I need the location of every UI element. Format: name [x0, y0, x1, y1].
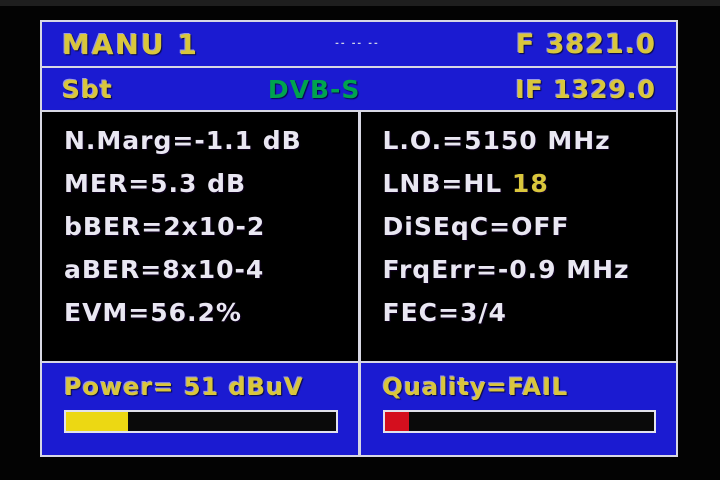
measurement-highlight: 18	[511, 169, 549, 198]
measurement-mer: MER=5.3 dB	[64, 169, 358, 212]
measurements-section: N.Marg=-1.1 dB MER=5.3 dB bBER=2x10-2 aB…	[42, 112, 676, 361]
measurement-text: EVM=56.2%	[64, 298, 242, 327]
measurement-aber: aBER=8x10-4	[64, 255, 358, 298]
power-section: Power= 51 dBuV	[42, 363, 358, 455]
measurement-lo: L.O.=5150 MHz	[383, 126, 677, 169]
quality-bar-fill	[384, 412, 409, 431]
power-bar-fill	[66, 412, 128, 431]
measurement-text: LNB=HL	[382, 169, 512, 198]
header-row: MANU 1 -- -- -- F 3821.0	[42, 22, 676, 66]
measurement-text: aBER=8x10-4	[64, 255, 265, 284]
video-scanline-artifact	[0, 0, 720, 6]
measurement-nmarg: N.Marg=-1.1 dB	[64, 126, 358, 169]
power-bar	[64, 410, 338, 433]
measurement-diseqc: DiSEqC=OFF	[383, 212, 677, 255]
if-frequency-value: IF 1329.0	[515, 74, 656, 104]
divider	[42, 110, 676, 112]
measurement-bber: bBER=2x10-2	[64, 212, 358, 255]
measurement-text: MER=5.3 dB	[64, 169, 247, 198]
measurement-text: DiSEqC=OFF	[382, 212, 570, 241]
measurement-text: FEC=3/4	[382, 298, 507, 327]
measurements-right-column: L.O.=5150 MHz LNB=HL 18 DiSEqC=OFF FrqEr…	[361, 112, 677, 361]
measurement-lnb: LNB=HL 18	[383, 169, 677, 212]
power-label: Power= 51 dBuV	[64, 373, 304, 401]
bars-section: Power= 51 dBuV Quality=FAIL	[42, 363, 676, 455]
measurements-left-column: N.Marg=-1.1 dB MER=5.3 dB bBER=2x10-2 aB…	[42, 112, 358, 361]
measurement-text: FrqErr=-0.9 MHz	[382, 255, 630, 284]
measurement-frqerr: FrqErr=-0.9 MHz	[383, 255, 677, 298]
divider	[42, 361, 676, 363]
divider	[42, 66, 676, 68]
transponder-marks: -- -- --	[335, 39, 380, 49]
subheader-row: Sbt DVB-S IF 1329.0	[42, 68, 676, 110]
quality-label: Quality=FAIL	[382, 373, 569, 401]
measurement-text: N.Marg=-1.1 dB	[64, 126, 302, 155]
page-title: MANU 1	[62, 27, 199, 61]
quality-section: Quality=FAIL	[360, 363, 676, 455]
measurement-evm: EVM=56.2%	[64, 298, 358, 341]
column-divider	[357, 363, 361, 455]
measurement-text: bBER=2x10-2	[64, 212, 266, 241]
standard-badge: DVB-S	[267, 74, 361, 104]
meter-osd-panel: MANU 1 -- -- -- F 3821.0 Sbt DVB-S IF 13…	[40, 20, 678, 457]
column-divider	[357, 112, 361, 361]
measurement-fec: FEC=3/4	[383, 298, 677, 341]
quality-bar	[382, 410, 656, 433]
frequency-value: F 3821.0	[515, 28, 656, 60]
satellite-name: Sbt	[62, 74, 113, 104]
measurement-text: L.O.=5150 MHz	[382, 126, 611, 155]
